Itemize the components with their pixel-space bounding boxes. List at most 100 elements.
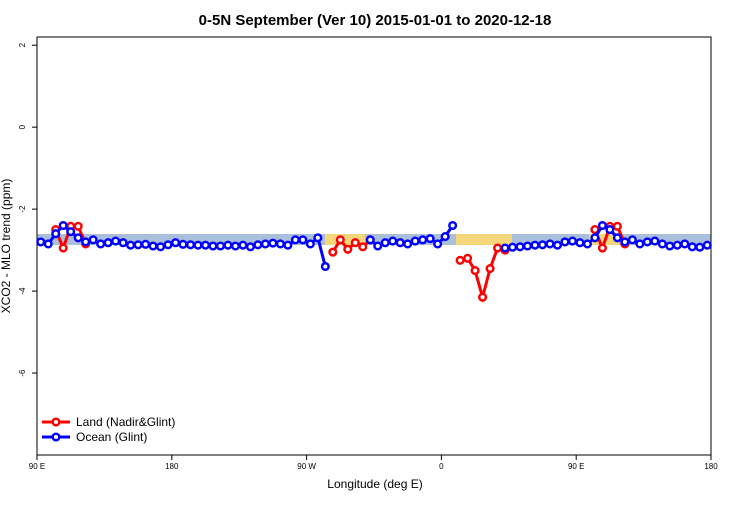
- point: [58, 220, 68, 231]
- point: [73, 233, 83, 243]
- point: [627, 235, 637, 245]
- point: [148, 241, 158, 251]
- point: [522, 241, 533, 251]
- y-tick-label: 0: [18, 124, 27, 129]
- point: [403, 239, 413, 249]
- point: [433, 239, 443, 249]
- point: [133, 240, 143, 250]
- point: [380, 238, 390, 248]
- point: [328, 247, 338, 257]
- point: [620, 237, 630, 247]
- point: [552, 240, 563, 250]
- point: [365, 235, 375, 245]
- x-tick-label: 90 W: [297, 462, 316, 471]
- chart-title: 0-5N September (Ver 10) 2015-01-01 to 20…: [199, 12, 552, 29]
- point: [118, 238, 128, 248]
- point: [650, 236, 660, 246]
- point: [215, 241, 226, 251]
- point: [178, 239, 188, 249]
- point: [126, 240, 136, 250]
- point: [335, 235, 345, 245]
- point: [88, 235, 98, 245]
- point: [605, 225, 615, 235]
- point: [320, 261, 330, 272]
- point: [253, 240, 263, 250]
- point: [493, 243, 503, 253]
- point: [66, 227, 76, 237]
- point: [702, 240, 712, 250]
- point: [96, 239, 106, 249]
- point: [410, 236, 420, 246]
- point: [537, 240, 548, 250]
- point: [515, 242, 525, 252]
- point: [597, 220, 607, 231]
- point: [425, 234, 435, 244]
- point: [388, 236, 398, 246]
- legend-label: Ocean (Glint): [76, 430, 147, 444]
- point: [283, 240, 293, 250]
- point: [275, 239, 285, 249]
- point: [657, 239, 667, 249]
- y-tick-label: -2: [18, 205, 27, 213]
- point: [500, 243, 510, 253]
- y-tick-label: -4: [18, 287, 27, 295]
- point: [156, 242, 166, 252]
- point: [200, 240, 211, 250]
- point: [470, 266, 480, 276]
- point: [665, 241, 675, 251]
- point: [485, 263, 495, 274]
- y-axis-label: XCO2 - MLO trend (ppm): [0, 179, 13, 314]
- point: [507, 242, 518, 252]
- point: [358, 242, 368, 252]
- x-tick-label: 180: [165, 462, 179, 471]
- point: [43, 239, 53, 249]
- point: [687, 242, 697, 252]
- x-tick-label: 90 E: [29, 462, 45, 471]
- point: [111, 236, 121, 246]
- y-tick-label: 2: [18, 42, 27, 47]
- point: [141, 239, 151, 249]
- x-axis-label: Longitude (deg E): [327, 477, 422, 491]
- point: [545, 239, 555, 249]
- point: [290, 235, 300, 245]
- point: [575, 238, 585, 248]
- point: [395, 238, 405, 248]
- point: [170, 238, 181, 248]
- land-band: [325, 234, 365, 245]
- point: [463, 253, 473, 263]
- point: [455, 255, 465, 265]
- point: [418, 235, 428, 245]
- point: [695, 242, 705, 252]
- point: [350, 238, 360, 248]
- x-tick-label: 90 E: [568, 462, 584, 471]
- x-tick-label: 180: [704, 462, 718, 471]
- point: [590, 233, 600, 243]
- point: [305, 239, 315, 249]
- legend-marker: [51, 417, 61, 427]
- point: [103, 238, 113, 248]
- point: [582, 239, 592, 249]
- point: [193, 240, 203, 250]
- point: [73, 221, 83, 231]
- point: [635, 239, 645, 249]
- point: [58, 243, 68, 253]
- point: [680, 239, 690, 249]
- point: [36, 237, 46, 247]
- point: [268, 238, 278, 248]
- point: [223, 240, 233, 250]
- point: [298, 235, 308, 245]
- point: [642, 237, 652, 247]
- land-band: [456, 234, 512, 245]
- point: [208, 241, 218, 251]
- point: [478, 292, 488, 302]
- point: [51, 229, 61, 239]
- point: [530, 240, 540, 250]
- point: [560, 237, 570, 247]
- legend-marker: [51, 432, 61, 442]
- point: [373, 241, 383, 251]
- point: [440, 232, 450, 242]
- point: [230, 241, 241, 251]
- point: [672, 240, 682, 250]
- point: [81, 237, 91, 247]
